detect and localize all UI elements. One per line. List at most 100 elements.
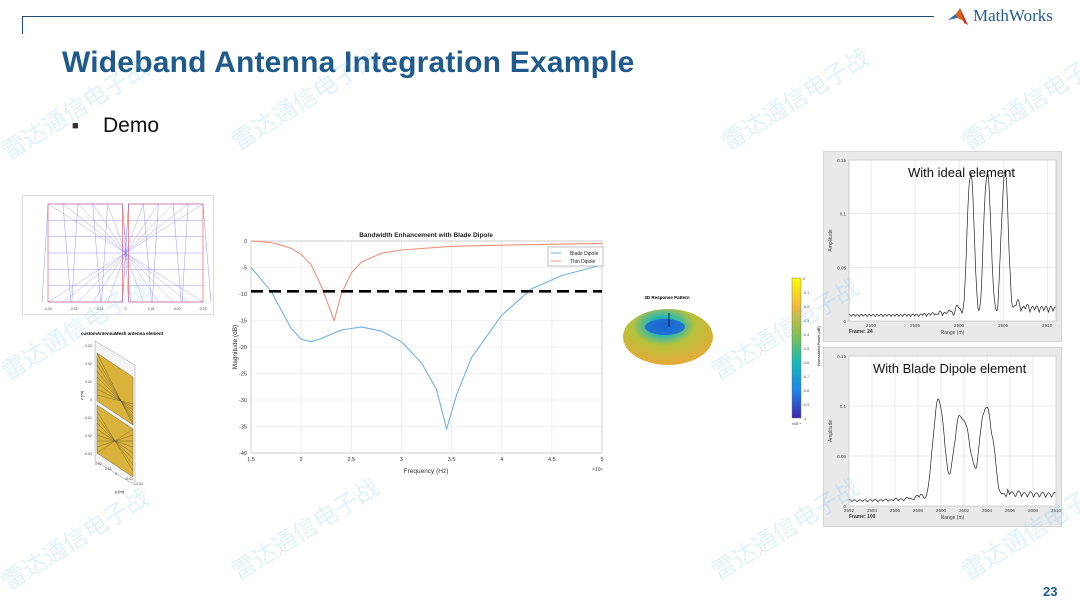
- x-tick-label: 2598: [913, 508, 924, 513]
- z-tick-label: -0.03: [84, 452, 92, 456]
- bandwidth-chart: 1.5 2 2.5 3 3.5 4 4.5 5 0 -5 -10 -15 -20 -25 -30 -35 -40…: [232, 232, 604, 475]
- colorbar-tick-label: -0.6: [803, 361, 809, 365]
- colorbar-exponent: ×10⁻⁴: [792, 422, 802, 426]
- mesh-edge: [107, 252, 126, 303]
- colorbar-tick-label: -0.8: [803, 389, 809, 393]
- mesh-edge: [143, 203, 152, 303]
- x-axis-exponent: ×10⁹: [592, 467, 603, 473]
- y-tick-label: -10: [239, 292, 247, 298]
- mesh-edge: [92, 203, 101, 303]
- mesh-edge: [122, 203, 126, 254]
- colorbar-tick-label: -0.7: [803, 375, 809, 379]
- mesh-edge: [62, 203, 72, 303]
- series-line-thin-dipole: [250, 240, 603, 322]
- y-tick-label: 0.01: [105, 467, 112, 471]
- x-tick-label: 2594: [867, 508, 878, 513]
- y-tick-label: -30: [239, 398, 247, 404]
- x-tick-label: -0.01: [96, 307, 104, 311]
- mesh-edge: [96, 382, 134, 411]
- slide-title: Wideband Antenna Integration Example: [62, 46, 635, 79]
- ideal-element-title: With ideal element: [908, 165, 1015, 180]
- bullet-text: Demo: [103, 114, 160, 137]
- mesh-edge: [96, 388, 134, 408]
- antenna-3d-figure: customAntennaMesh antenna element z (m) …: [75, 325, 170, 495]
- y-tick-label: 0: [115, 472, 117, 476]
- mesh-edge: [77, 203, 126, 254]
- pattern-null: [645, 319, 685, 335]
- bandwidth-chart-figure: 1.5 2 2.5 3 3.5 4 4.5 5 0 -5 -10 -15 -20 -25 -30 -35 -40…: [215, 225, 613, 477]
- y-tick-label: 0: [244, 239, 247, 245]
- watermark-text: 雷达通信电子战: [957, 44, 1080, 157]
- y-tick-label: 0: [843, 319, 846, 324]
- header-rule: [22, 16, 934, 17]
- mesh-edge: [96, 376, 134, 414]
- mesh-edge: [125, 203, 189, 254]
- amplitude-trace: [848, 169, 1056, 318]
- colorbar-tick-label: -0.3: [803, 319, 809, 323]
- z-tick-label: 0.03: [85, 344, 92, 348]
- y-tick-label: 0.15: [837, 354, 846, 359]
- antenna-3d-title: customAntennaMesh antenna element: [81, 331, 164, 336]
- bullet-icon: ■: [72, 120, 79, 132]
- x-tick-label: 2596: [890, 508, 901, 513]
- x-tick-label: 4.5: [548, 457, 556, 463]
- mesh-edge: [96, 358, 134, 423]
- blade-element-panel: 2592 2594 2596 2598 2600 2602 2604 2606 2608 2610…: [823, 347, 1062, 527]
- x-tick-label: 0.03: [200, 307, 207, 311]
- x-tick-label: 2604: [982, 508, 993, 513]
- antenna-z-label: z (m): [79, 390, 84, 400]
- x-tick-label: 2606: [1005, 508, 1016, 513]
- watermark-text: 雷达通信电子战: [717, 44, 874, 157]
- amplitude-trace: [848, 398, 1056, 503]
- z-tick-label: 0.01: [85, 380, 92, 384]
- membrane-logo-icon: [948, 8, 968, 25]
- colorbar-tick-label: -0.1: [803, 291, 809, 295]
- mesh-edge: [96, 364, 134, 420]
- mesh-edge: [125, 203, 144, 254]
- x-axis-label: Range (m): [941, 330, 965, 336]
- mesh-edge: [71, 203, 78, 303]
- axes-box: [848, 159, 1057, 322]
- y-tick-label: 0.1: [840, 404, 847, 409]
- x-tick-label: -0.02: [70, 307, 78, 311]
- mesh-edge: [62, 252, 126, 303]
- x-tick-label: 2.5: [347, 457, 355, 463]
- ideal-element-plot: 2590 2595 2600 2605 2610 0 0.05 0.1 0.15 Amplitud…: [828, 158, 1057, 336]
- colorbar-gradient: [791, 277, 802, 419]
- mesh-edge: [47, 203, 126, 254]
- mesh-2d-figure: -0.03 -0.02 -0.01 0 0.01 0.02 0.03: [22, 195, 214, 315]
- x-tick-label: 0.01: [148, 307, 155, 311]
- y-axis-label: Amplitude: [828, 420, 834, 442]
- radiation-pattern-donut: [623, 309, 713, 365]
- x-tick-label: 3: [400, 457, 403, 463]
- plot-area: 1.5 2 2.5 3 3.5 4 4.5 5 0 -5 -10 -15 -20 -25 -30 -35 -40: [239, 239, 603, 463]
- blade-element-title: With Blade Dipole element: [873, 361, 1027, 376]
- mesh-edge: [181, 203, 189, 303]
- legend-thin-dipole: Thin Dipole: [570, 259, 596, 265]
- mesh-edge: [96, 370, 134, 417]
- antenna-y-label: y (m): [115, 489, 125, 494]
- y-tick-label: -20: [239, 345, 247, 351]
- response-pattern-figure: 3D Response Pattern: [605, 285, 725, 395]
- colorbar-tick-label: -0.5: [803, 347, 809, 351]
- x-axis-label: Frequency (Hz): [404, 468, 449, 475]
- colorbar: Normalized Power (dB) ×10⁻⁴ 0 -0.1 -0.2 -0.…: [790, 276, 825, 426]
- mesh-edge: [125, 203, 129, 254]
- page-number: 23: [1043, 584, 1058, 599]
- x-tick-label: 4: [500, 457, 503, 463]
- mesh-edge: [125, 203, 174, 254]
- y-tick-label: 0.05: [837, 265, 846, 270]
- blade-element-plot: 2592 2594 2596 2598 2600 2602 2604 2606 2608 2610…: [828, 354, 1062, 521]
- watermark-text: 雷达通信电子战: [0, 484, 154, 597]
- z-tick-label: -0.02: [84, 434, 92, 438]
- mesh-edge: [125, 252, 189, 303]
- axes-box: [848, 355, 1057, 507]
- x-tick-label: 2600: [936, 508, 947, 513]
- y-tick-label: 0.02: [95, 462, 102, 466]
- colorbar-tick-label: -0.2: [803, 305, 809, 309]
- mesh-2d-plot: -0.03 -0.02 -0.01 0 0.01 0.02 0.03: [41, 203, 212, 311]
- y-tick-label: 0.05: [837, 454, 846, 459]
- z-tick-label: -0.01: [84, 416, 92, 420]
- mesh-edge: [173, 203, 182, 303]
- y-tick-label: 0.1: [840, 212, 847, 217]
